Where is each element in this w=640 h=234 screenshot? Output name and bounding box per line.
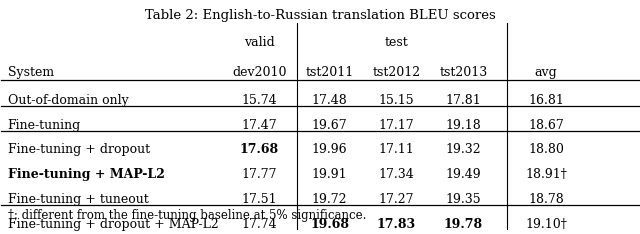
Text: Fine-tuning + tuneout: Fine-tuning + tuneout: [8, 193, 148, 206]
Text: valid: valid: [244, 36, 275, 49]
Text: Fine-tuning: Fine-tuning: [8, 119, 81, 132]
Text: 18.78: 18.78: [529, 193, 564, 206]
Text: 17.51: 17.51: [242, 193, 277, 206]
Text: 16.81: 16.81: [528, 94, 564, 107]
Text: tst2011: tst2011: [305, 66, 354, 79]
Text: 19.35: 19.35: [445, 193, 481, 206]
Text: 19.68: 19.68: [310, 218, 349, 231]
Text: 19.96: 19.96: [312, 143, 348, 156]
Text: 17.48: 17.48: [312, 94, 348, 107]
Text: 18.67: 18.67: [529, 119, 564, 132]
Text: Fine-tuning + MAP-L2: Fine-tuning + MAP-L2: [8, 168, 164, 181]
Text: Fine-tuning + dropout: Fine-tuning + dropout: [8, 143, 150, 156]
Text: 17.34: 17.34: [379, 168, 414, 181]
Text: 18.91†: 18.91†: [525, 168, 567, 181]
Text: 18.80: 18.80: [528, 143, 564, 156]
Text: Table 2: English-to-Russian translation BLEU scores: Table 2: English-to-Russian translation …: [145, 9, 495, 22]
Text: 17.47: 17.47: [242, 119, 277, 132]
Text: 15.74: 15.74: [242, 94, 277, 107]
Text: 19.10†: 19.10†: [525, 218, 567, 231]
Text: †: different from the fine-tuning baseline at 5% significance.: †: different from the fine-tuning baseli…: [8, 209, 366, 222]
Text: 17.17: 17.17: [379, 119, 414, 132]
Text: 19.78: 19.78: [444, 218, 483, 231]
Text: tst2013: tst2013: [439, 66, 488, 79]
Text: avg: avg: [535, 66, 557, 79]
Text: test: test: [385, 36, 408, 49]
Text: tst2012: tst2012: [372, 66, 420, 79]
Text: 19.67: 19.67: [312, 119, 348, 132]
Text: Fine-tuning + dropout + MAP-L2: Fine-tuning + dropout + MAP-L2: [8, 218, 218, 231]
Text: 15.15: 15.15: [379, 94, 414, 107]
Text: dev2010: dev2010: [232, 66, 287, 79]
Text: 19.32: 19.32: [445, 143, 481, 156]
Text: Out-of-domain only: Out-of-domain only: [8, 94, 129, 107]
Text: 17.77: 17.77: [242, 168, 277, 181]
Text: 17.81: 17.81: [445, 94, 481, 107]
Text: 17.11: 17.11: [379, 143, 414, 156]
Text: 17.68: 17.68: [240, 143, 279, 156]
Text: 19.72: 19.72: [312, 193, 348, 206]
Text: 17.74: 17.74: [242, 218, 277, 231]
Text: System: System: [8, 66, 54, 79]
Text: 19.91: 19.91: [312, 168, 348, 181]
Text: 19.49: 19.49: [445, 168, 481, 181]
Text: 17.27: 17.27: [379, 193, 414, 206]
Text: 19.18: 19.18: [445, 119, 481, 132]
Text: 17.83: 17.83: [377, 218, 416, 231]
